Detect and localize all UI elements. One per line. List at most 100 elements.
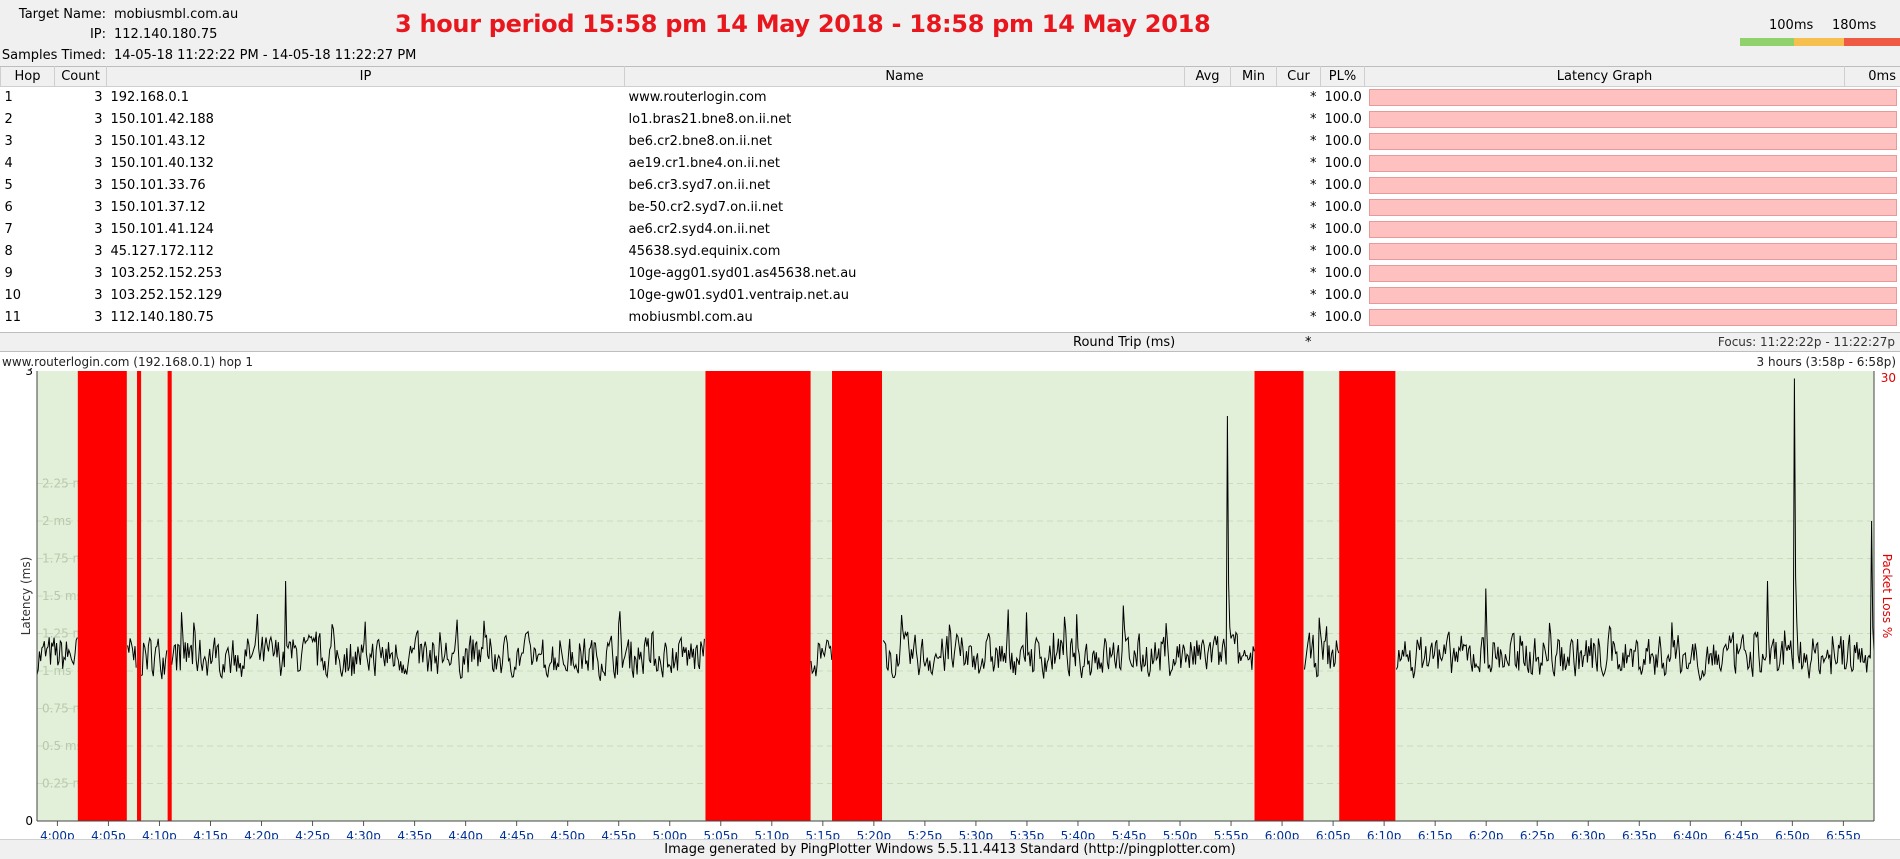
round-trip-row: Round Trip (ms) * Focus: 11:22:22p - 11:… (0, 332, 1900, 352)
pl-cell: 100.0 (1324, 112, 1362, 127)
cur-cell: * (1310, 134, 1317, 149)
x-tick-label: 4:25p (295, 829, 330, 839)
table-row[interactable]: 3 3 150.101.43.12 be6.cr2.bne8.on.ii.net * 10… (0, 130, 1900, 153)
ip-value: 112.140.180.75 (114, 26, 218, 42)
pl-cell: 100.0 (1324, 266, 1362, 281)
latency-graph-cell (1365, 153, 1900, 175)
col-latency-graph[interactable]: Latency Graph (1364, 66, 1845, 87)
chart-time-range: 3 hours (3:58p - 6:58p) (1756, 355, 1896, 369)
col-min[interactable]: Min (1230, 66, 1277, 87)
target-name-label: Target Name: (18, 6, 106, 22)
x-tick-label: 5:00p (652, 829, 687, 839)
packet-loss-bar (1368, 309, 1897, 326)
latency-chart[interactable]: 00.25 ms0.5 ms0.75 ms1 ms1.25 ms1.5 ms1.… (0, 368, 1900, 839)
x-tick-label: 6:05p (1316, 829, 1351, 839)
x-tick-label: 6:55p (1826, 829, 1861, 839)
x-tick-label: 5:10p (755, 829, 790, 839)
hop-cell: 4 (4, 156, 13, 171)
col-pl[interactable]: PL% (1320, 66, 1365, 87)
hop-cell: 2 (4, 112, 13, 127)
avg-cell (1185, 175, 1231, 197)
latency-graph-cell (1365, 285, 1900, 307)
avg-cell (1185, 87, 1231, 109)
table-row[interactable]: 10 3 103.252.152.129 10ge-gw01.syd01.ventra… (0, 284, 1900, 307)
x-tick-label: 5:30p (959, 829, 994, 839)
x-tick-label: 4:20p (244, 829, 279, 839)
x-tick-label: 4:30p (346, 829, 381, 839)
x-tick-label: 6:20p (1469, 829, 1504, 839)
table-row[interactable]: 4 3 150.101.40.132 ae19.cr1.bne4.on.ii.net *… (0, 152, 1900, 175)
table-row[interactable]: 9 3 103.252.152.253 10ge-agg01.syd01.as4563… (0, 262, 1900, 285)
ip-cell: 103.252.152.253 (110, 266, 223, 281)
latency-graph-cell (1365, 263, 1900, 285)
table-row[interactable]: 7 3 150.101.41.124 ae6.cr2.syd4.on.ii.net * 1… (0, 218, 1900, 241)
round-trip-cur: * (1305, 335, 1312, 350)
table-row[interactable]: 6 3 150.101.37.12 be-50.cr2.syd7.on.ii.net *… (0, 196, 1900, 219)
pl-cell: 100.0 (1324, 90, 1362, 106)
x-tick-label: 5:15p (806, 829, 841, 839)
hop-cell: 11 (4, 310, 22, 325)
packet-loss-bar (1368, 199, 1897, 216)
table-row[interactable]: 1 3 192.168.0.1 www.routerlogin.com * 100.0 (0, 86, 1900, 109)
latency-graph-cell (1365, 197, 1900, 219)
x-tick-label: 4:35p (397, 829, 432, 839)
min-cell (1231, 87, 1277, 109)
min-cell (1231, 285, 1277, 307)
avg-cell (1185, 197, 1231, 219)
latency-graph-cell (1365, 87, 1900, 109)
x-tick-label: 6:00p (1265, 829, 1300, 839)
col-count[interactable]: Count (54, 66, 107, 87)
ip-cell: 45.127.172.112 (110, 244, 214, 259)
avg-cell (1185, 307, 1231, 329)
col-hop[interactable]: Hop (0, 66, 55, 87)
count-cell: 3 (94, 222, 103, 237)
x-tick-label: 5:45p (1112, 829, 1147, 839)
packet-loss-bar (1339, 371, 1396, 821)
name-cell: be-50.cr2.syd7.on.ii.net (628, 200, 784, 215)
avg-cell (1185, 219, 1231, 241)
ip-cell: 192.168.0.1 (110, 90, 190, 106)
y-tick-label: 2 ms (42, 514, 71, 528)
cur-cell: * (1310, 112, 1317, 127)
packet-loss-bar (1368, 221, 1897, 238)
ip-label: IP: (89, 26, 106, 42)
table-row[interactable]: 8 3 45.127.172.112 45638.syd.equinix.com * 10… (0, 240, 1900, 263)
table-row[interactable]: 2 3 150.101.42.188 lo1.bras21.bne8.on.ii.ne… (0, 108, 1900, 131)
packet-loss-bar (77, 371, 127, 821)
col-name[interactable]: Name (624, 66, 1185, 87)
y-tick-label: 0.5 ms (42, 739, 83, 753)
y-tick-label: 1.5 ms (42, 589, 83, 603)
col-ip[interactable]: IP (106, 66, 625, 87)
latency-graph-cell (1365, 241, 1900, 263)
latency-graph-cell (1365, 219, 1900, 241)
name-cell: 10ge-gw01.syd01.ventraip.net.au (628, 288, 849, 303)
x-tick-label: 5:25p (908, 829, 943, 839)
chart-title: www.routerlogin.com (192.168.0.1) hop 1 (2, 355, 253, 369)
table-row[interactable]: 11 3 112.140.180.75 mobiusmbl.com.au * 100.0 (0, 306, 1900, 329)
hop-cell: 6 (4, 200, 13, 215)
hop-cell: 1 (4, 90, 13, 106)
latency-graph-cell (1365, 307, 1900, 329)
col-cur[interactable]: Cur (1276, 66, 1321, 87)
count-cell: 3 (94, 90, 103, 106)
table-row[interactable]: 5 3 150.101.33.76 be6.cr3.syd7.on.ii.net * 10… (0, 174, 1900, 197)
pl-cell: 100.0 (1324, 178, 1362, 193)
x-tick-label: 4:45p (499, 829, 534, 839)
avg-cell (1185, 241, 1231, 263)
ip-cell: 150.101.41.124 (110, 222, 214, 237)
latency-graph-cell (1365, 131, 1900, 153)
x-tick-label: 4:00p (40, 829, 75, 839)
ip-cell: 150.101.40.132 (110, 156, 214, 171)
x-tick-label: 6:35p (1622, 829, 1657, 839)
cur-cell: * (1310, 90, 1317, 106)
x-tick-label: 5:20p (857, 829, 892, 839)
packet-loss-bar (137, 371, 142, 821)
pl-cell: 100.0 (1324, 310, 1362, 325)
col-avg[interactable]: Avg (1184, 66, 1231, 87)
packet-loss-bar (1368, 177, 1897, 194)
name-cell: www.routerlogin.com (628, 90, 767, 106)
scale-green-segment (1740, 38, 1794, 46)
name-cell: 45638.syd.equinix.com (628, 244, 781, 259)
x-tick-label: 6:15p (1418, 829, 1453, 839)
x-tick-label: 5:05p (703, 829, 738, 839)
